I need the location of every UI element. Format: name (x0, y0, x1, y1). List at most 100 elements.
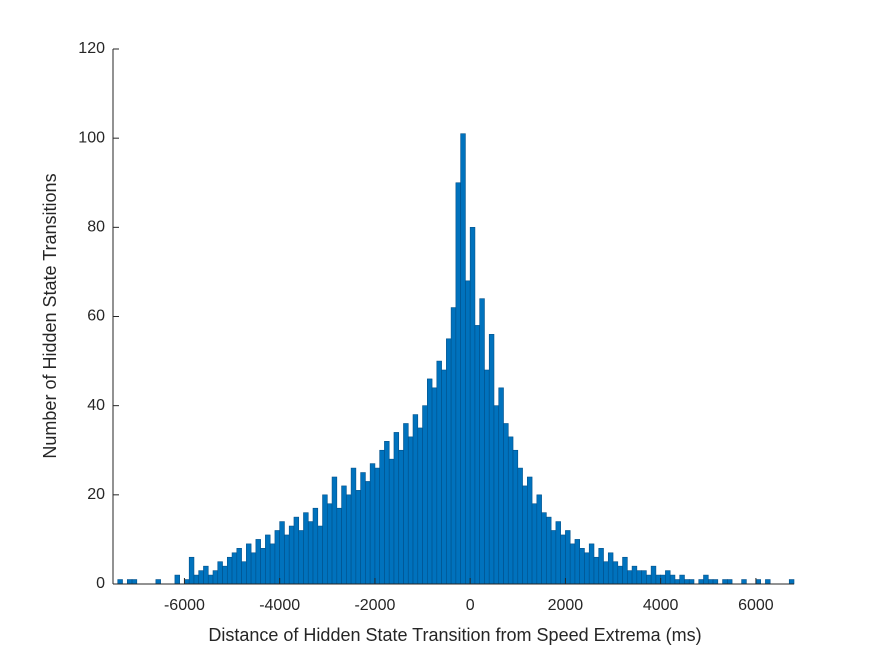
bar (703, 574, 709, 585)
bar (479, 298, 485, 585)
bar (536, 494, 542, 585)
bar (584, 552, 590, 585)
bar (265, 534, 271, 585)
bar (174, 574, 180, 585)
bar (465, 280, 471, 585)
bar (369, 463, 376, 585)
bar (269, 543, 276, 585)
bar (255, 539, 261, 585)
bar (355, 490, 361, 585)
bar (236, 548, 242, 585)
x-tick-label: -4000 (259, 597, 300, 614)
y-tick-label: 120 (78, 40, 105, 57)
bar (527, 476, 533, 585)
x-tick-label: 6000 (738, 597, 774, 614)
bar (293, 516, 300, 585)
bar (131, 579, 138, 585)
bar (374, 467, 380, 585)
bar (531, 503, 538, 585)
bar (488, 334, 495, 585)
bar (284, 534, 290, 585)
bar (217, 561, 223, 585)
bar (641, 570, 647, 585)
bar (674, 579, 681, 585)
bar (250, 552, 257, 585)
bar (346, 494, 352, 585)
bar (579, 548, 585, 585)
bar (336, 507, 342, 585)
bar (393, 432, 400, 585)
bar (522, 485, 528, 585)
bar (193, 574, 200, 585)
x-tick-label: 0 (466, 597, 475, 614)
bar (569, 543, 576, 585)
bar (722, 579, 728, 585)
bar (498, 387, 504, 585)
bar (765, 579, 771, 585)
bar (727, 579, 733, 585)
bar (422, 405, 428, 585)
y-tick-label: 0 (96, 575, 105, 592)
bar (288, 525, 295, 585)
bar (431, 387, 438, 585)
bar (350, 467, 357, 585)
bar (279, 521, 285, 585)
bar (331, 476, 338, 585)
bar (360, 472, 366, 585)
bar (612, 561, 619, 585)
bar (507, 436, 514, 585)
bar (341, 485, 347, 585)
bar (407, 436, 414, 585)
bar (246, 543, 252, 585)
bar (588, 543, 595, 585)
y-tick-label: 60 (87, 308, 105, 325)
bar (660, 574, 666, 585)
bar (365, 481, 371, 585)
bar (788, 579, 795, 585)
bar (755, 579, 761, 585)
bar (212, 570, 219, 585)
bar (560, 534, 566, 585)
bar (555, 521, 561, 585)
bar (650, 565, 657, 585)
bar (512, 449, 519, 585)
bar (598, 548, 604, 585)
bar (546, 516, 552, 585)
bar (412, 414, 419, 585)
bar (627, 570, 633, 585)
bar (307, 521, 314, 585)
bar (665, 570, 671, 585)
bar (198, 570, 204, 585)
bar (565, 530, 571, 585)
bar (712, 579, 719, 585)
bar (403, 423, 409, 585)
y-tick-label: 80 (87, 219, 105, 236)
y-tick-label: 20 (87, 486, 105, 503)
bar (398, 449, 404, 585)
bar (274, 530, 280, 585)
x-tick-label: -2000 (354, 597, 395, 614)
bar (484, 369, 490, 585)
bar (260, 548, 266, 585)
bar (441, 369, 447, 585)
bar (474, 325, 480, 585)
bar (184, 579, 190, 585)
bar (541, 512, 547, 585)
bar (436, 360, 442, 585)
bar (493, 405, 500, 585)
bar (631, 565, 638, 585)
bar (550, 530, 557, 585)
bar (646, 574, 652, 585)
x-tick-label: 4000 (643, 597, 679, 614)
bar (607, 552, 614, 585)
bar (222, 565, 228, 585)
bar (655, 574, 661, 585)
y-tick-label: 100 (78, 129, 105, 146)
bar (231, 552, 238, 585)
bar (460, 133, 466, 585)
bar (707, 579, 714, 585)
bar (517, 467, 523, 585)
bar (593, 556, 600, 585)
bar (322, 494, 328, 585)
bar (679, 574, 685, 585)
